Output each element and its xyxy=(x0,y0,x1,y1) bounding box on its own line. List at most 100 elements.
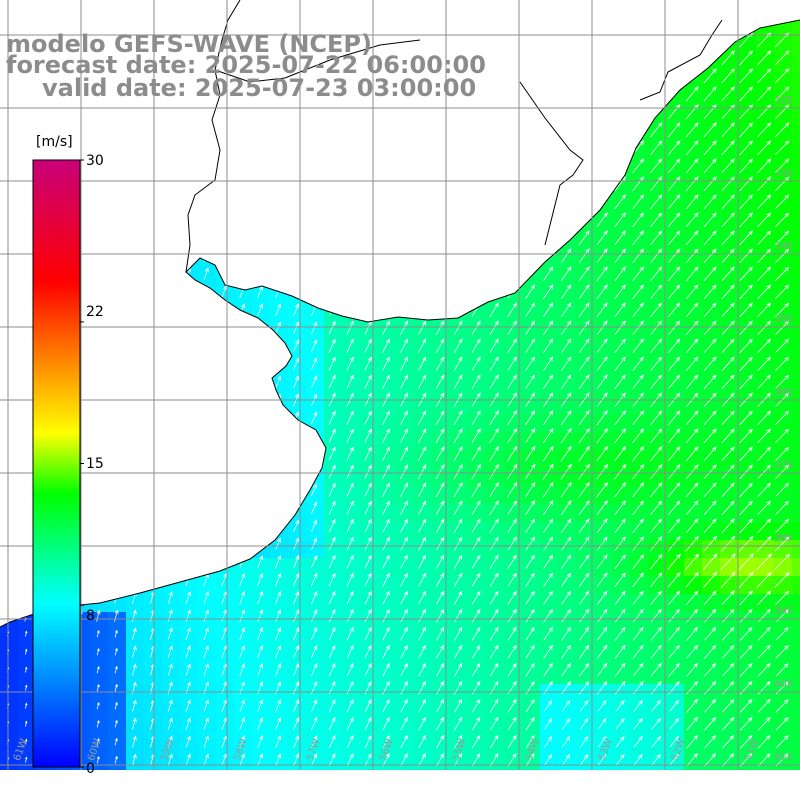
wind-vector xyxy=(560,266,572,282)
wind-cell xyxy=(504,684,522,702)
wind-cell xyxy=(612,558,630,576)
wind-cell xyxy=(522,594,540,612)
wind-vector xyxy=(775,302,790,317)
wind-cell xyxy=(540,324,558,342)
wind-cell xyxy=(414,630,432,648)
wind-cell xyxy=(792,522,800,540)
wind-cell xyxy=(594,432,612,450)
wind-vector xyxy=(435,518,445,533)
wind-cell xyxy=(162,630,180,648)
wind-vector xyxy=(614,302,626,318)
wind-vector xyxy=(650,500,663,516)
wind-vector xyxy=(364,374,372,389)
wind-vector xyxy=(703,302,717,318)
wind-vector xyxy=(686,716,698,731)
wind-vector xyxy=(632,518,644,534)
wind-vector xyxy=(739,338,753,353)
wind-vector xyxy=(543,662,553,677)
wind-vector xyxy=(489,445,499,462)
wind-vector xyxy=(650,302,663,318)
wind-cell xyxy=(252,612,270,630)
colorbar-tick-15: 15 xyxy=(86,456,104,472)
wind-cell xyxy=(378,576,396,594)
wind-vector xyxy=(632,608,644,623)
wind-vector xyxy=(293,357,300,370)
wind-vector xyxy=(543,356,554,372)
wind-vector xyxy=(400,644,408,659)
wind-cell xyxy=(180,756,198,770)
wind-cell xyxy=(594,360,612,378)
wind-vector xyxy=(597,735,607,748)
wind-cell xyxy=(684,90,702,108)
wind-vector xyxy=(400,320,408,335)
wind-vector xyxy=(275,627,282,641)
wind-cell xyxy=(576,720,594,738)
wind-cell xyxy=(774,180,792,198)
wind-vector xyxy=(453,626,463,641)
wind-cell xyxy=(792,684,800,702)
wind-vector xyxy=(775,374,790,389)
wind-cell xyxy=(144,756,162,770)
wind-cell xyxy=(450,648,468,666)
wind-cell xyxy=(486,684,504,702)
wind-vector xyxy=(703,571,718,588)
wind-vector xyxy=(739,428,753,443)
wind-cell xyxy=(342,558,360,576)
wind-cell xyxy=(594,414,612,432)
wind-cell xyxy=(630,558,648,576)
wind-cell xyxy=(648,180,666,198)
wind-vector xyxy=(132,699,137,712)
wind-cell xyxy=(720,738,738,756)
wind-vector xyxy=(614,338,626,354)
lat-label-39s: 39S xyxy=(774,606,794,617)
wind-cell xyxy=(684,756,702,770)
wind-vector xyxy=(328,374,336,389)
wind-cell xyxy=(630,450,648,468)
wind-cell xyxy=(576,288,594,306)
wind-vector xyxy=(453,500,463,516)
wind-vector xyxy=(739,482,753,497)
wind-cell xyxy=(756,342,774,360)
wind-vector xyxy=(203,663,209,677)
wind-cell xyxy=(414,720,432,738)
wind-vector xyxy=(579,626,590,641)
wind-vector xyxy=(578,356,590,372)
wind-vector xyxy=(686,698,698,713)
wind-cell xyxy=(288,540,306,558)
wind-cell xyxy=(576,702,594,720)
wind-cell xyxy=(342,576,360,594)
wind-vector xyxy=(346,753,354,767)
wind-cell xyxy=(738,216,756,234)
wind-cell xyxy=(702,288,720,306)
wind-cell xyxy=(396,486,414,504)
wind-vector xyxy=(543,626,553,641)
wind-vector xyxy=(257,645,264,659)
wind-vector xyxy=(453,464,463,480)
wind-vector xyxy=(721,176,735,192)
wind-cell xyxy=(738,72,756,90)
wind-vector xyxy=(203,267,209,280)
model-title: modelo GEFS-WAVE (NCEP) xyxy=(6,30,372,58)
wind-vector xyxy=(506,445,518,462)
wind-cell xyxy=(288,558,306,576)
wind-vector xyxy=(757,500,771,515)
wind-vector xyxy=(596,338,608,354)
wind-cell xyxy=(738,252,756,270)
wind-vector xyxy=(185,645,191,659)
wind-cell xyxy=(108,648,126,666)
wind-cell xyxy=(486,432,504,450)
wind-vector xyxy=(633,699,643,712)
wind-vector xyxy=(346,662,354,677)
wind-cell xyxy=(468,630,486,648)
wind-vector xyxy=(614,554,626,570)
wind-cell xyxy=(792,540,800,558)
wind-cell xyxy=(684,666,702,684)
wind-vector xyxy=(704,644,717,659)
wind-vector xyxy=(757,608,771,623)
wind-cell xyxy=(126,756,144,770)
wind-cell xyxy=(252,630,270,648)
wind-vector xyxy=(364,662,372,677)
wind-cell xyxy=(720,252,738,270)
wind-cell xyxy=(558,450,576,468)
